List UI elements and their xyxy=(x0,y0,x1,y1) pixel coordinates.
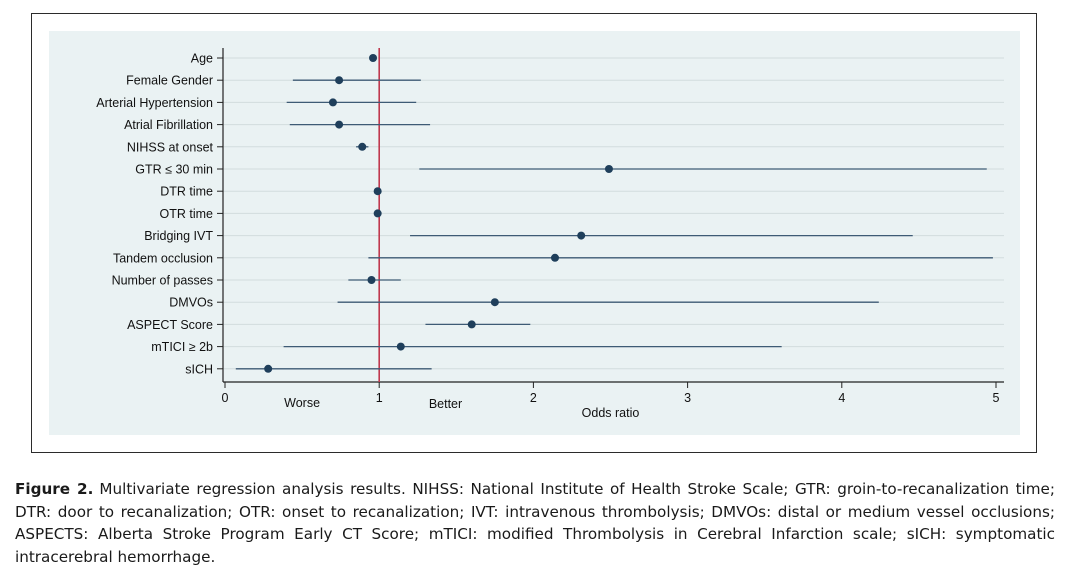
y-tick-label: Age xyxy=(191,52,213,66)
y-tick-label: Bridging IVT xyxy=(144,229,213,243)
y-tick-label: Tandem occlusion xyxy=(113,251,213,265)
plot-background xyxy=(49,31,1020,435)
point-estimate xyxy=(328,98,337,107)
y-tick-label: GTR ≤ 30 min xyxy=(135,163,213,177)
forest-plot: Age Female Gender Arterial Hypertension Atr… xyxy=(49,31,1020,435)
direction-label-better: Better xyxy=(429,397,462,411)
y-tick-label: sICH xyxy=(185,362,213,376)
point-estimate xyxy=(369,54,378,62)
point-estimate xyxy=(577,231,586,240)
y-tick-label: Female Gender xyxy=(126,74,213,88)
y-tick-label: Atrial Fibrillation xyxy=(124,118,213,132)
y-tick-label: DTR time xyxy=(160,185,213,199)
x-tick-label: 5 xyxy=(993,391,1000,405)
x-tick-label: 2 xyxy=(530,391,537,405)
point-estimate xyxy=(264,364,273,373)
y-tick-label: Number of passes xyxy=(112,274,213,288)
point-estimate xyxy=(358,142,367,151)
point-estimate xyxy=(490,298,499,307)
point-estimate xyxy=(396,342,405,351)
direction-label-worse: Worse xyxy=(284,396,320,410)
point-estimate xyxy=(373,187,382,196)
point-estimate xyxy=(604,165,613,173)
y-tick-label: OTR time xyxy=(160,207,214,221)
y-tick-label: DMVOs xyxy=(169,296,213,310)
y-tick-label: ASPECT Score xyxy=(127,318,213,332)
point-estimate xyxy=(335,76,344,85)
caption-label: Figure 2. xyxy=(15,480,94,498)
x-tick-label: 3 xyxy=(684,391,691,405)
figure-caption: Figure 2. Multivariate regression analysi… xyxy=(15,478,1055,568)
x-tick-label: 1 xyxy=(376,391,383,405)
y-tick-label: mTICI ≥ 2b xyxy=(151,340,213,354)
point-estimate xyxy=(373,209,382,218)
point-estimate xyxy=(550,253,559,262)
point-estimate xyxy=(335,120,344,129)
x-tick-label: 0 xyxy=(222,391,229,405)
y-tick-label: Arterial Hypertension xyxy=(96,96,213,110)
y-tick-label: NIHSS at onset xyxy=(127,140,214,154)
x-tick-label: 4 xyxy=(838,391,845,405)
figure-frame: Age Female Gender Arterial Hypertension Atr… xyxy=(31,13,1037,453)
point-estimate xyxy=(467,320,476,329)
point-estimate xyxy=(367,276,376,284)
caption-text: Multivariate regression analysis results… xyxy=(15,480,1055,566)
x-axis-title: Odds ratio xyxy=(582,406,640,420)
